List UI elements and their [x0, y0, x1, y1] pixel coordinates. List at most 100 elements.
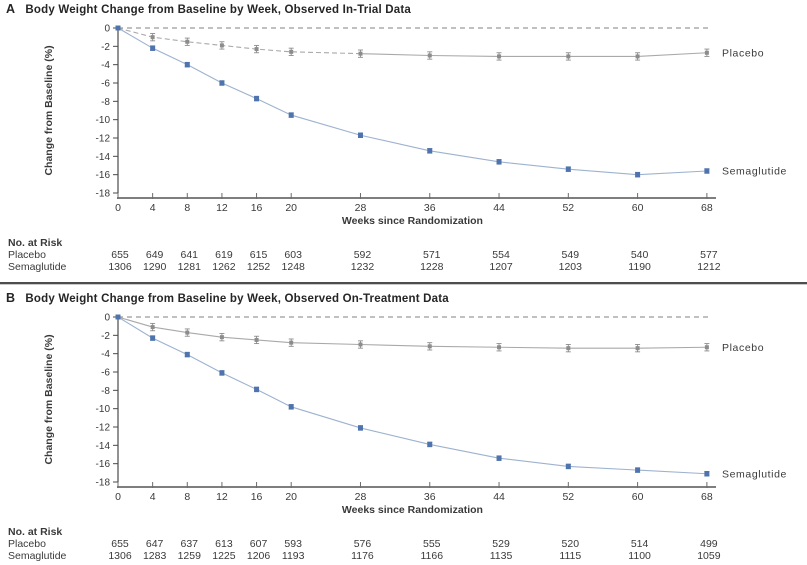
risk-value: 1232 [351, 261, 375, 273]
risk-value: 1212 [697, 261, 721, 273]
semaglutide-marker [184, 352, 190, 358]
y-tick-label: -14 [96, 152, 111, 163]
risk-value: 593 [284, 538, 302, 550]
x-tick-label: 8 [184, 491, 190, 503]
panel-separator [0, 282, 807, 285]
x-tick-label: 0 [115, 491, 121, 503]
risk-value: 529 [492, 538, 510, 550]
semaglutide-marker [150, 45, 156, 51]
placebo-marker [427, 53, 432, 58]
semaglutide-marker [115, 25, 121, 31]
risk-value: 1306 [108, 261, 132, 273]
panel-a-title-text: Body Weight Change from Baseline by Week… [25, 4, 411, 16]
risk-value: 613 [215, 538, 233, 550]
placebo-series-label: Placebo [722, 47, 764, 59]
risk-value: 514 [631, 538, 649, 550]
y-tick-label: -4 [101, 349, 110, 360]
x-tick-label: 20 [285, 202, 297, 214]
risk-value: 1252 [247, 261, 271, 273]
risk-value: 554 [492, 249, 510, 261]
risk-value: 592 [354, 249, 372, 261]
y-axis-title: Change from Baseline (%) [43, 334, 55, 464]
placebo-marker [358, 342, 363, 347]
risk-row-label: Semaglutide [8, 261, 67, 273]
y-tick-label: -6 [101, 79, 110, 90]
x-tick-label: 52 [562, 202, 574, 214]
risk-value: 1259 [178, 550, 202, 562]
x-tick-label: 52 [562, 491, 574, 503]
y-tick-label: -6 [101, 368, 110, 379]
risk-value: 571 [423, 249, 441, 261]
panel-b-title: B Body Weight Change from Baseline by We… [0, 289, 807, 307]
risk-value: 1135 [490, 550, 513, 562]
x-tick-label: 12 [216, 491, 228, 503]
placebo-marker [289, 340, 294, 345]
x-tick-label: 68 [701, 202, 713, 214]
y-tick-label: -18 [96, 478, 111, 489]
semaglutide-marker [635, 172, 641, 178]
y-tick-label: -8 [101, 97, 110, 108]
risk-value: 655 [111, 249, 129, 261]
y-tick-label: -16 [96, 459, 111, 470]
placebo-line [360, 52, 707, 57]
placebo-series-label: Placebo [722, 342, 764, 354]
placebo-marker [219, 335, 224, 340]
panel-a-title: A Body Weight Change from Baseline by We… [0, 0, 807, 18]
risk-value: 1190 [628, 261, 651, 273]
y-tick-label: 0 [104, 313, 110, 324]
placebo-marker [427, 344, 432, 349]
x-tick-label: 20 [285, 491, 297, 503]
panel-a-label: A [6, 2, 16, 16]
y-tick-label: -2 [101, 42, 110, 53]
semaglutide-marker [496, 455, 502, 461]
risk-row-label: Placebo [8, 249, 46, 261]
x-tick-label: 28 [355, 202, 367, 214]
placebo-marker [635, 346, 640, 351]
semaglutide-marker [254, 96, 260, 102]
y-tick-label: -12 [96, 134, 111, 145]
risk-value: 1283 [143, 550, 167, 562]
risk-value: 1203 [559, 261, 583, 273]
y-tick-label: -10 [96, 115, 111, 126]
semaglutide-marker [635, 467, 641, 473]
placebo-marker [185, 330, 190, 335]
x-tick-label: 4 [150, 202, 156, 214]
y-tick-label: -18 [96, 189, 111, 200]
semaglutide-marker [288, 404, 294, 410]
risk-value: 555 [423, 538, 441, 550]
placebo-marker [497, 345, 502, 350]
y-tick-label: -8 [101, 386, 110, 397]
placebo-marker [358, 51, 363, 56]
placebo-marker [254, 47, 259, 52]
risk-value: 499 [700, 538, 718, 550]
placebo-marker [704, 50, 709, 55]
placebo-marker [566, 346, 571, 351]
x-tick-label: 36 [424, 202, 436, 214]
risk-value: 1207 [489, 261, 513, 273]
semaglutide-marker [704, 471, 710, 477]
x-tick-label: 12 [216, 202, 228, 214]
panel-b-chart: 0 -2 -4 -6 -8 -10 -12 -14 -16 -18 Change from Base… [8, 313, 786, 563]
semaglutide-marker [427, 148, 433, 154]
risk-value: 647 [146, 538, 164, 550]
placebo-marker [635, 54, 640, 59]
placebo-marker [704, 345, 709, 350]
risk-value: 1100 [628, 550, 651, 562]
x-tick-label: 44 [493, 202, 505, 214]
x-tick-label: 4 [150, 491, 156, 503]
risk-value: 637 [181, 538, 199, 550]
x-tick-label: 68 [701, 491, 713, 503]
x-tick-label: 36 [424, 491, 436, 503]
risk-value: 1059 [697, 550, 721, 562]
semaglutide-marker [496, 159, 502, 165]
risk-value: 641 [181, 249, 199, 261]
x-axis-title: Weeks since Randomization [342, 215, 483, 227]
placebo-marker [289, 49, 294, 54]
x-tick-label: 8 [184, 202, 190, 214]
y-tick-label: -10 [96, 404, 111, 415]
risk-value: 615 [250, 249, 268, 261]
x-tick-label: 60 [632, 491, 644, 503]
semaglutide-line [117, 27, 707, 176]
risk-value: 1281 [178, 261, 202, 273]
semaglutide-marker [357, 132, 363, 138]
